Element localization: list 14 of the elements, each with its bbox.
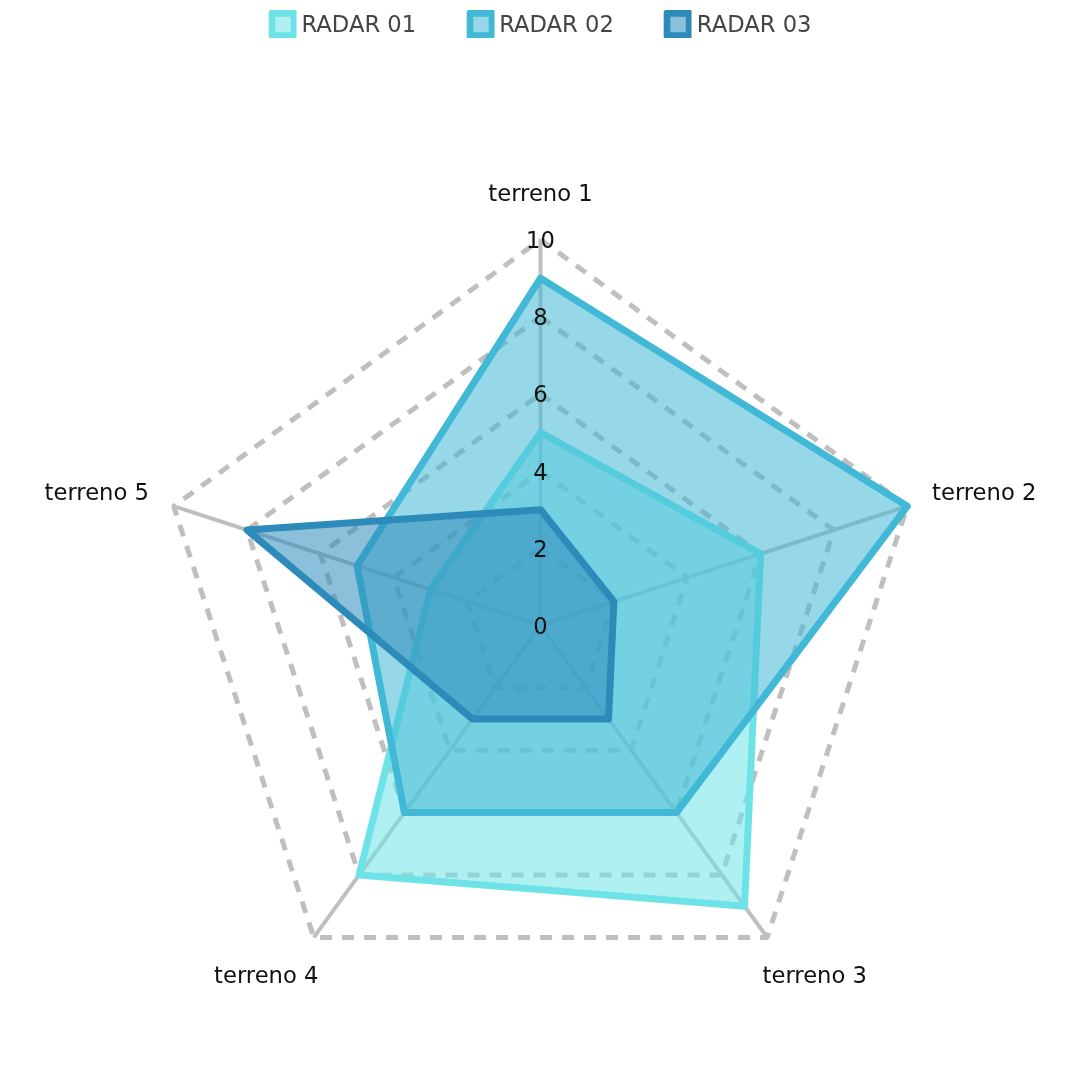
y-tick-label: 4 <box>533 458 548 485</box>
spoke-label: terreno 1 <box>488 180 593 207</box>
spoke-label: terreno 4 <box>214 961 319 988</box>
spoke-label: terreno 5 <box>44 478 149 505</box>
y-tick-label: 2 <box>533 535 548 562</box>
legend-label: RADAR 03 <box>696 11 812 37</box>
y-tick-label: 8 <box>533 304 548 331</box>
y-tick-label: 10 <box>526 227 555 254</box>
legend-label: RADAR 02 <box>499 11 614 37</box>
spoke-label: terreno 3 <box>762 961 867 988</box>
spoke-label: terreno 2 <box>932 478 1037 505</box>
y-tick-label: 6 <box>533 381 548 408</box>
y-tick-label: 0 <box>533 612 548 639</box>
legend-label: RADAR 01 <box>301 11 417 37</box>
